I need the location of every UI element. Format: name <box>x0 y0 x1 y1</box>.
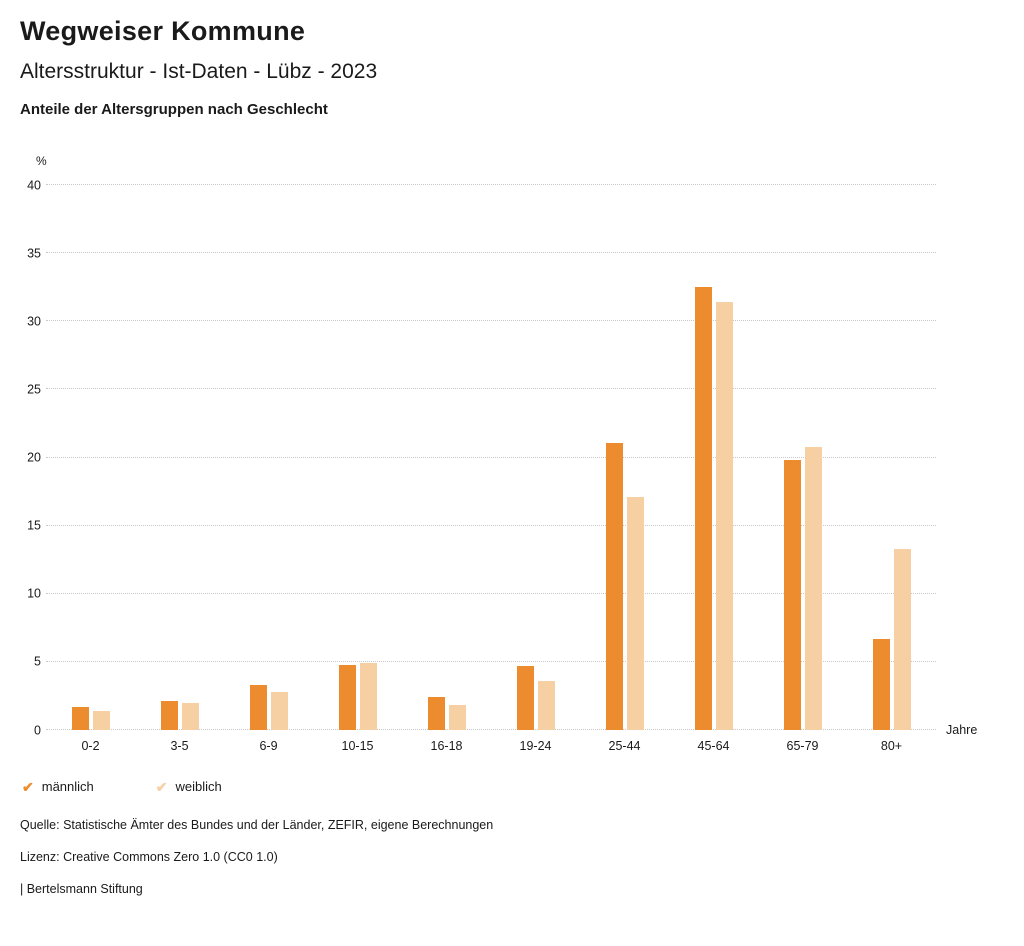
check-icon: ✔ <box>155 778 168 795</box>
x-tick-label-0-2: 0-2 <box>81 739 100 753</box>
check-icon: ✔ <box>22 778 34 795</box>
chart-subtitle: Altersstruktur - Ist-Daten - Lübz - 2023 <box>20 60 378 83</box>
x-tick-label-10-15: 10-15 <box>341 739 374 753</box>
bar-group-80+ <box>847 185 936 730</box>
license-text: Lizenz: Creative Commons Zero 1.0 (CC0 1… <box>20 850 278 864</box>
bars-row <box>46 185 936 730</box>
bar-weiblich-80+[interactable] <box>893 548 911 730</box>
gridline-40 <box>46 184 936 185</box>
gridline-25 <box>46 388 936 390</box>
y-tick-label-20: 20 <box>27 450 41 465</box>
bar-group-65-79 <box>758 185 847 730</box>
gridline-20 <box>46 456 936 458</box>
bar-group-45-64 <box>669 185 758 730</box>
legend-label: weiblich <box>175 779 222 794</box>
x-tick-label-19-24: 19-24 <box>519 739 552 753</box>
bar-group-0-2 <box>46 185 135 730</box>
bar-männlich-45-64[interactable] <box>694 287 712 730</box>
bar-weiblich-16-18[interactable] <box>448 705 466 730</box>
x-axis-unit-label: Jahre <box>946 723 978 737</box>
bar-weiblich-65-79[interactable] <box>804 446 822 730</box>
bar-männlich-65-79[interactable] <box>783 460 801 730</box>
bar-group-25-44 <box>580 185 669 730</box>
bar-männlich-19-24[interactable] <box>516 665 534 730</box>
bar-weiblich-6-9[interactable] <box>270 691 288 730</box>
x-axis-labels: 0-2 3-5 6-9 10-15 16-18 19-24 25-44 45-64 65-79 8… <box>46 739 936 753</box>
gridline-30 <box>46 320 936 322</box>
bar-group-3-5 <box>135 185 224 730</box>
bar-weiblich-25-44[interactable] <box>626 497 644 730</box>
legend-item-männlich[interactable]: ✔ männlich <box>22 779 94 794</box>
bar-männlich-80+[interactable] <box>872 638 890 730</box>
x-tick-label-3-5: 3-5 <box>170 739 189 753</box>
x-tick-label-16-18: 16-18 <box>430 739 463 753</box>
chart-heading: Anteile der Altersgruppen nach Geschlech… <box>20 101 328 118</box>
bar-group-6-9 <box>224 185 313 730</box>
bar-männlich-0-2[interactable] <box>71 706 89 730</box>
bar-männlich-6-9[interactable] <box>249 685 267 730</box>
gridline-35 <box>46 252 936 254</box>
y-axis-unit-label: % <box>36 154 47 168</box>
y-tick-label-15: 15 <box>27 518 41 533</box>
chart: % 0 5 10 15 20 25 30 35 40 Jahre 0-2 3-5 6-9 10-15 1… <box>20 154 1004 753</box>
y-tick-label-35: 35 <box>27 245 41 260</box>
y-tick-label-25: 25 <box>27 382 41 397</box>
bar-weiblich-45-64[interactable] <box>715 302 733 730</box>
plot-row: 0 5 10 15 20 25 30 35 40 Jahre <box>20 179 1004 737</box>
bar-weiblich-19-24[interactable] <box>537 680 555 730</box>
gridline-10 <box>46 592 936 594</box>
legend: ✔ männlich ✔ weiblich <box>22 779 1004 794</box>
gridline-5 <box>46 660 936 662</box>
gridline-0 <box>46 729 936 730</box>
bar-weiblich-0-2[interactable] <box>92 710 110 730</box>
attribution-text: | Bertelsmann Stiftung <box>20 882 143 896</box>
y-tick-label-5: 5 <box>34 654 41 669</box>
x-tick-label-6-9: 6-9 <box>259 739 278 753</box>
y-tick-label-10: 10 <box>27 586 41 601</box>
gridline-15 <box>46 524 936 526</box>
bar-group-19-24 <box>491 185 580 730</box>
x-tick-label-80+: 80+ <box>880 739 903 753</box>
x-tick-label-65-79: 65-79 <box>786 739 819 753</box>
bar-männlich-25-44[interactable] <box>605 442 623 730</box>
bar-weiblich-10-15[interactable] <box>359 663 377 730</box>
y-axis-labels: 0 5 10 15 20 25 30 35 40 <box>20 179 46 736</box>
plot-area: Jahre <box>46 184 977 737</box>
y-tick-label-30: 30 <box>27 314 41 328</box>
bar-weiblich-3-5[interactable] <box>181 702 199 730</box>
x-tick-label-45-64: 45-64 <box>697 739 730 753</box>
legend-item-weiblich[interactable]: ✔ weiblich <box>156 779 222 794</box>
legend-label: männlich <box>41 779 94 794</box>
y-tick-label-0: 0 <box>34 722 41 737</box>
bar-männlich-16-18[interactable] <box>427 697 445 730</box>
bar-group-16-18 <box>402 185 491 730</box>
y-tick-label-40: 40 <box>27 177 41 192</box>
bar-männlich-3-5[interactable] <box>160 701 178 730</box>
page: Wegweiser Kommune Altersstruktur - Ist-D… <box>20 16 1004 896</box>
source-text: Quelle: Statistische Ämter des Bundes un… <box>20 818 494 832</box>
bar-group-10-15 <box>313 185 402 730</box>
footer: Quelle: Statistische Ämter des Bundes un… <box>20 818 1004 896</box>
page-title: Wegweiser Kommune <box>20 16 306 46</box>
x-tick-label-25-44: 25-44 <box>608 739 641 753</box>
bar-männlich-10-15[interactable] <box>338 664 356 730</box>
